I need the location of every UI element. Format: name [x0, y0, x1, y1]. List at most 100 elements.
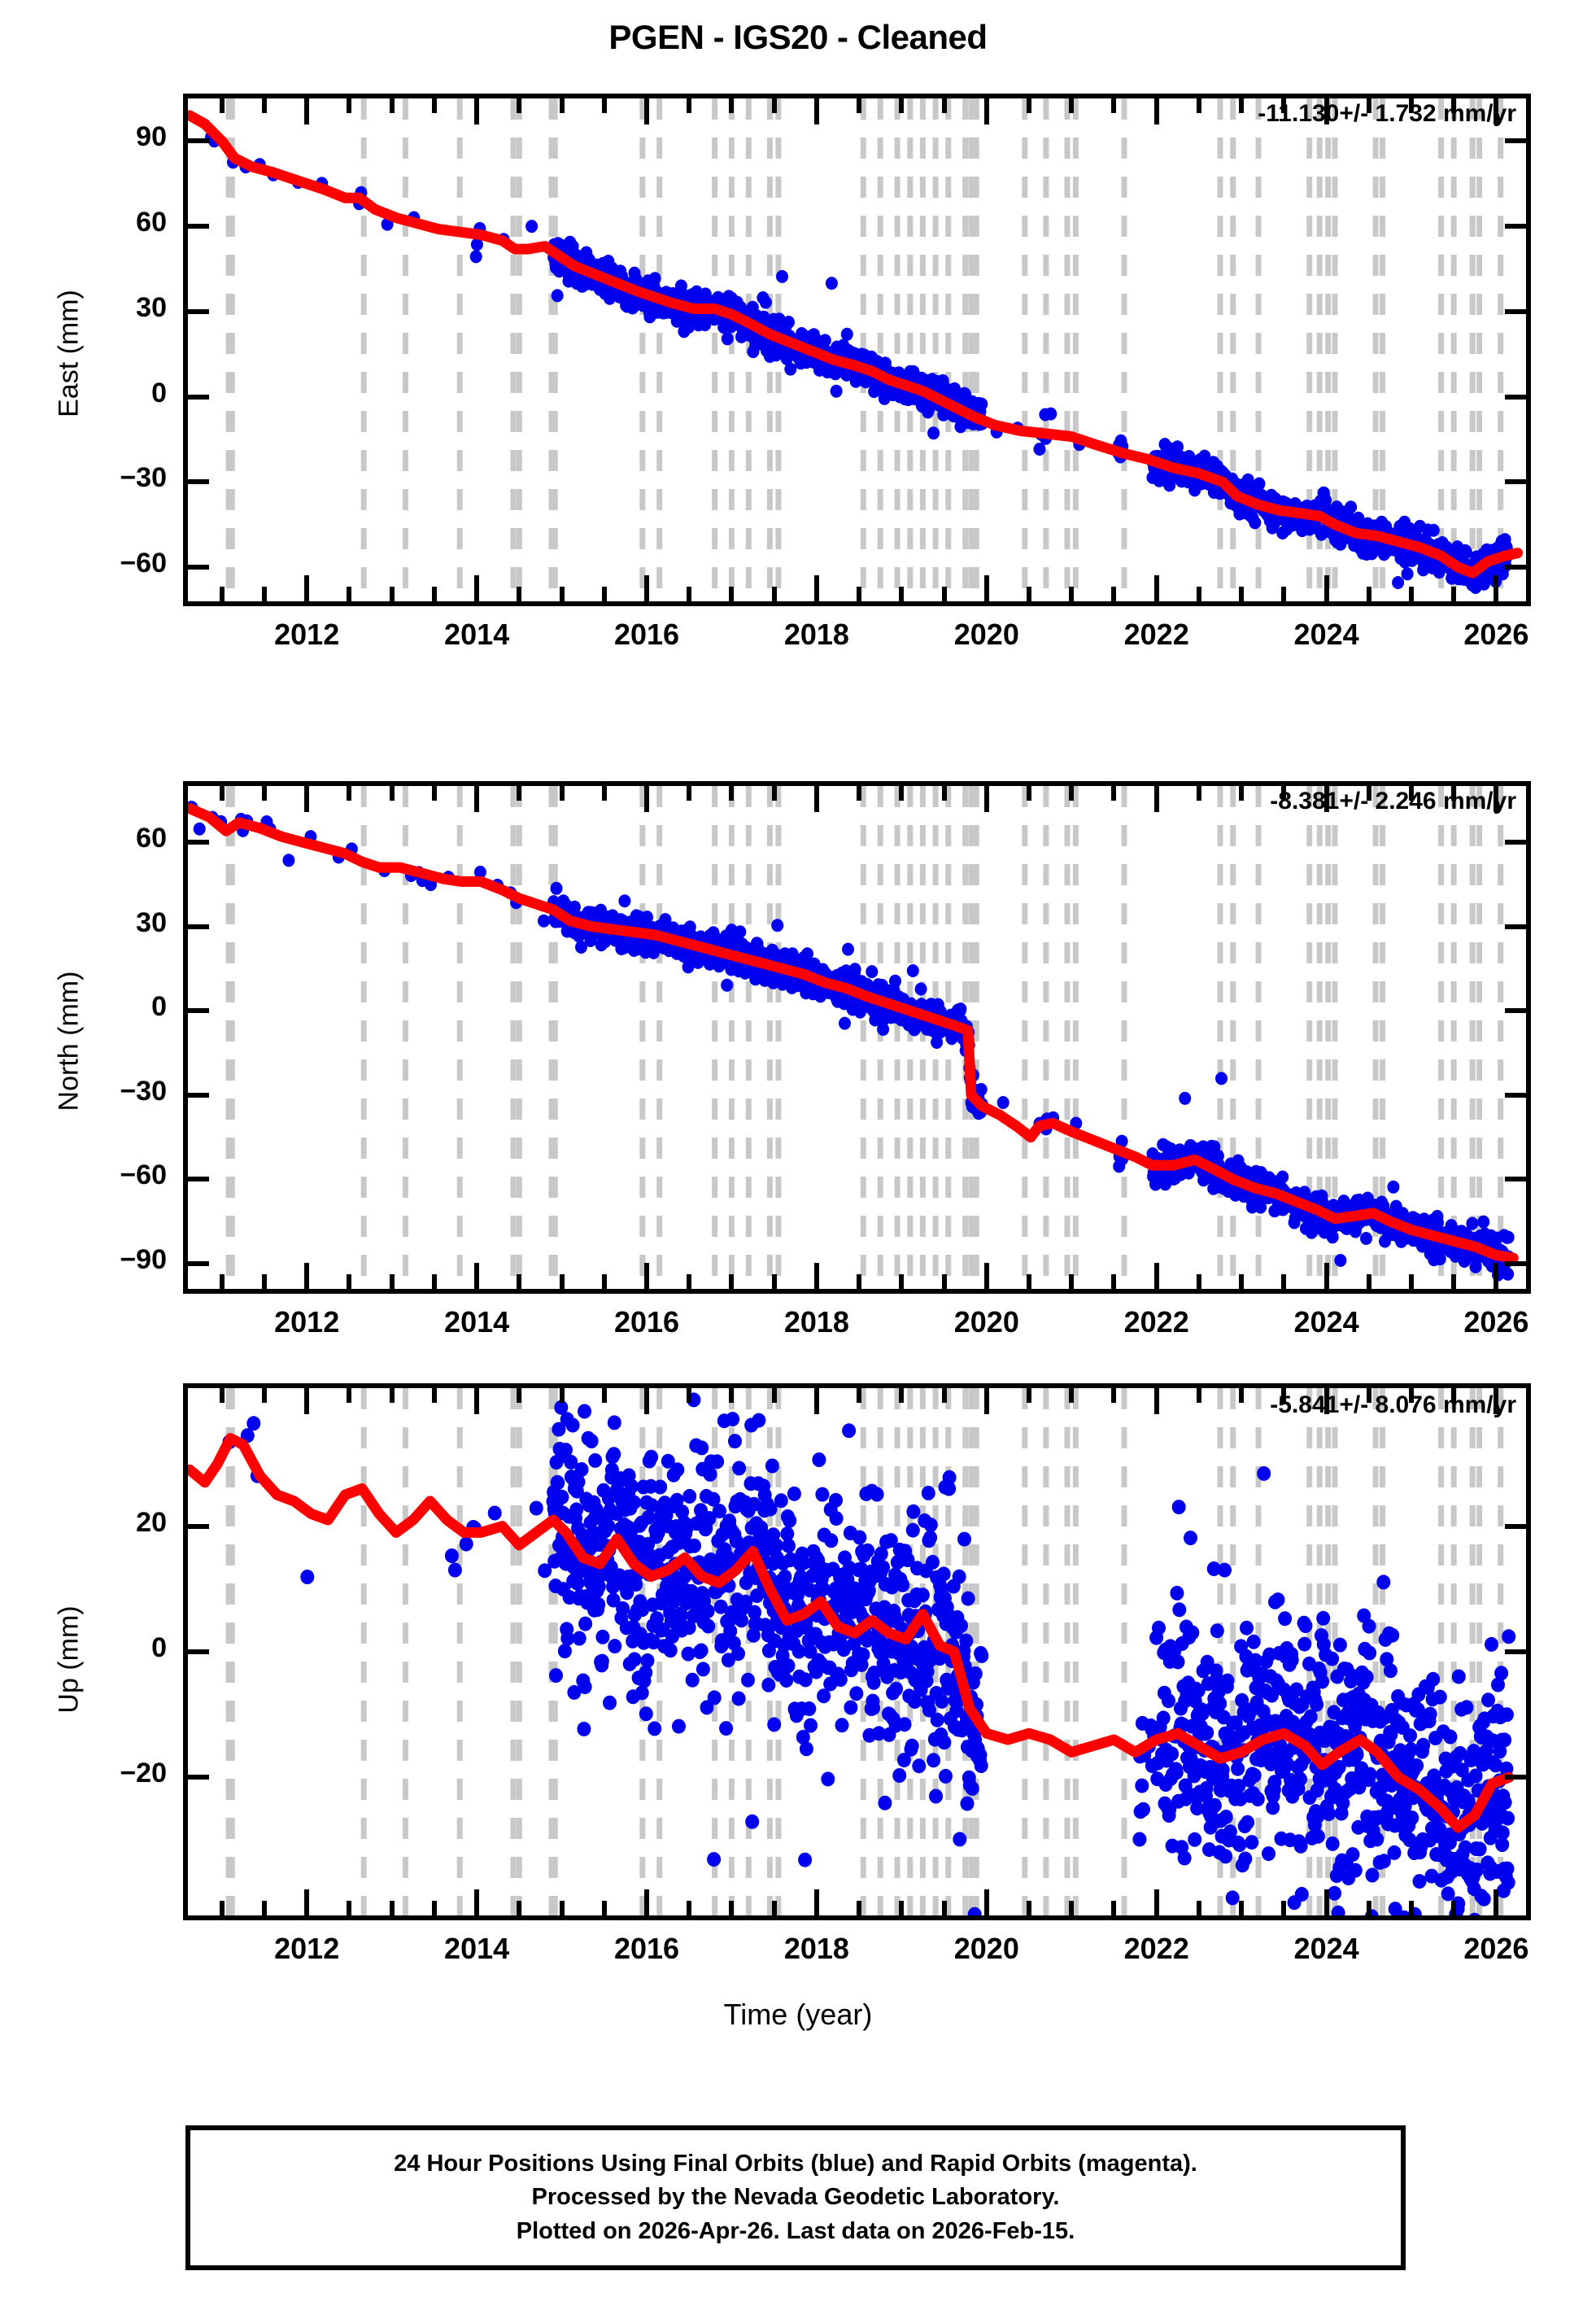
x-tick-mark-top: [1323, 786, 1329, 812]
x-tick-mark: [941, 1901, 947, 1915]
x-tick-mark: [729, 587, 735, 601]
x-tick-mark-top: [304, 786, 310, 812]
x-tick-mark-top: [389, 786, 395, 801]
x-tick-mark-top: [729, 1388, 735, 1403]
x-tick-mark: [644, 1889, 649, 1915]
x-tick-mark: [1069, 1901, 1075, 1915]
x-tick-mark: [813, 575, 819, 601]
x-tick-label: 2012: [274, 1305, 340, 1339]
x-tick-mark-top: [1409, 1388, 1414, 1403]
y-tick-label: 0: [151, 991, 167, 1023]
x-tick-mark: [1323, 1263, 1329, 1289]
x-tick-mark-top: [1494, 98, 1499, 124]
x-tick-mark: [729, 1901, 735, 1915]
x-tick-mark: [262, 1274, 267, 1289]
y-tick-label: −60: [120, 548, 167, 579]
y-tick-label: −90: [120, 1243, 167, 1275]
x-tick-mark: [431, 1274, 437, 1289]
x-tick-label: 2012: [274, 1932, 340, 1965]
x-tick-mark-top: [941, 98, 947, 113]
x-tick-mark: [771, 1274, 777, 1289]
x-tick-mark: [687, 587, 692, 601]
x-tick-mark: [687, 1901, 692, 1915]
plot-area-north: [188, 786, 1519, 1289]
y-tick-label: 90: [136, 121, 167, 153]
x-tick-label: 2016: [613, 1932, 680, 1965]
x-tick-mark-top: [601, 1388, 607, 1403]
x-tick-mark: [219, 1274, 225, 1289]
x-tick-mark: [1366, 587, 1371, 601]
x-tick-label: 2018: [783, 1932, 849, 1965]
x-tick-mark-top: [1323, 98, 1329, 124]
x-tick-mark-top: [431, 98, 437, 113]
y-tick-label: 20: [136, 1506, 167, 1538]
x-tick-mark-top: [347, 98, 352, 113]
x-tick-mark-top: [431, 786, 437, 801]
x-tick-label: 2018: [783, 1305, 849, 1339]
x-tick-mark: [983, 1889, 989, 1915]
x-tick-mark: [559, 1901, 565, 1915]
x-tick-mark-top: [304, 1388, 310, 1414]
x-tick-mark: [304, 575, 310, 601]
plot-area-up: [188, 1388, 1516, 1915]
y-tick-label: −60: [120, 1160, 167, 1191]
x-tick-mark: [1366, 1274, 1371, 1289]
x-tick-mark: [1196, 587, 1201, 601]
x-tick-mark: [1281, 1274, 1287, 1289]
x-tick-mark: [729, 1274, 735, 1289]
x-tick-mark: [1153, 1263, 1159, 1289]
x-tick-mark: [1451, 587, 1457, 601]
x-tick-mark: [1027, 1901, 1031, 1915]
y-tick-mark-right: [1505, 1092, 1526, 1098]
plot-frame-north: [183, 781, 1531, 1294]
caption-line-2: Processed by the Nevada Geodetic Laborat…: [531, 2184, 1060, 2211]
x-tick-mark: [1451, 1274, 1457, 1289]
y-tick-mark: [188, 1177, 209, 1182]
x-tick-mark-top: [1196, 786, 1201, 801]
x-tick-mark: [1323, 1889, 1329, 1915]
rate-label-up: -5.841+/- 8.076 mm/yr: [1270, 1391, 1516, 1418]
x-tick-mark: [899, 587, 905, 601]
x-tick-mark-top: [644, 98, 649, 124]
x-tick-mark-top: [771, 1388, 777, 1403]
x-tick-mark: [1196, 1901, 1201, 1915]
y-tick-mark-right: [1505, 565, 1526, 570]
x-tick-mark-top: [771, 786, 777, 801]
x-tick-label: 2012: [274, 618, 340, 651]
x-tick-mark-top: [857, 98, 862, 113]
x-tick-label: 2026: [1463, 1932, 1529, 1965]
x-tick-mark-top: [1111, 786, 1117, 801]
x-tick-label: 2022: [1123, 1932, 1189, 1965]
x-tick-mark-top: [1281, 786, 1287, 801]
x-tick-mark-top: [1196, 1388, 1201, 1403]
y-tick-mark: [188, 1523, 209, 1529]
x-tick-mark: [1366, 1901, 1371, 1915]
x-tick-mark-top: [389, 1388, 395, 1403]
x-tick-mark: [941, 587, 947, 601]
y-tick-mark-right: [1505, 1523, 1526, 1529]
x-tick-mark: [1409, 1274, 1414, 1289]
x-tick-mark-top: [1111, 98, 1117, 113]
x-tick-label: 2026: [1463, 618, 1529, 651]
x-tick-mark: [813, 1263, 819, 1289]
y-tick-mark-right: [1505, 394, 1526, 400]
x-tick-mark: [1153, 575, 1159, 601]
y-axis-label-north: North (mm): [53, 971, 85, 1112]
panel-north: -8.381+/- 2.246 mm/yr: [183, 781, 1531, 1294]
x-tick-mark: [474, 1889, 480, 1915]
x-tick-mark-top: [517, 98, 522, 113]
x-tick-label: 2020: [953, 618, 1019, 651]
x-tick-label: 2020: [953, 1305, 1019, 1339]
y-tick-mark: [188, 1092, 209, 1098]
x-tick-label: 2024: [1293, 1932, 1359, 1965]
x-tick-mark-top: [687, 786, 692, 801]
x-tick-mark: [1494, 1263, 1499, 1289]
x-tick-mark-top: [1366, 98, 1371, 113]
rate-label-north: -8.381+/- 2.246 mm/yr: [1270, 788, 1516, 815]
x-tick-mark-top: [1323, 1388, 1329, 1414]
y-tick-label: 0: [151, 377, 167, 408]
x-tick-mark: [431, 1901, 437, 1915]
x-tick-mark: [262, 1901, 267, 1915]
x-tick-mark-top: [474, 1388, 480, 1414]
x-tick-mark: [517, 587, 522, 601]
